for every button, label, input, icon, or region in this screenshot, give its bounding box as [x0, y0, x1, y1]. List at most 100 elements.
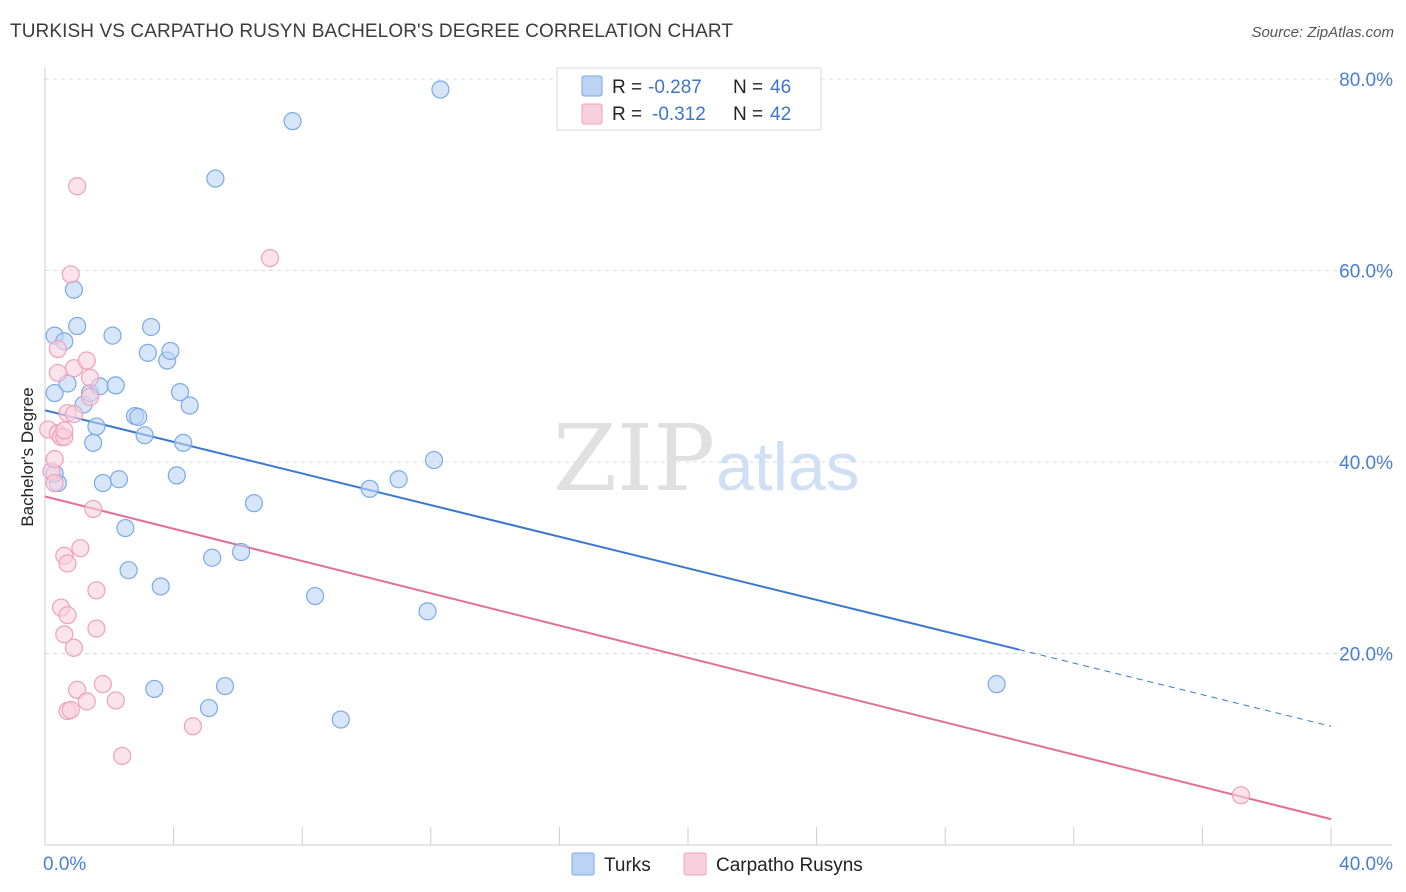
data-point [45, 450, 64, 469]
data-point [203, 548, 222, 567]
data-point [103, 326, 122, 345]
watermark: ZIP atlas [553, 405, 860, 512]
series-turks [45, 80, 1006, 729]
data-point [68, 316, 87, 336]
legend-n-value-carpatho: 42 [770, 104, 791, 125]
data-point [55, 625, 74, 644]
x-tick-labels: 0.0% 40.0% [43, 854, 1393, 875]
data-point [260, 248, 280, 268]
watermark-atlas: atlas [716, 429, 860, 505]
data-point [45, 383, 64, 403]
legend-box: R = -0.287 N = 46 R = -0.312 N = 42 [556, 67, 822, 131]
bottom-legend: Turks Carpatho Rusyns [571, 852, 863, 876]
data-point [87, 581, 106, 600]
data-point [55, 421, 74, 440]
x-tick-label: 0.0% [43, 854, 86, 875]
data-point [109, 470, 129, 489]
data-point [283, 112, 302, 131]
y-tick-label: 60.0% [1339, 262, 1393, 283]
data-point [389, 470, 408, 489]
chart-source: Source: ZipAtlas.com [1251, 24, 1394, 41]
data-point [119, 561, 138, 580]
data-point [141, 317, 161, 337]
data-point [431, 80, 450, 99]
data-point [64, 280, 84, 299]
data-point [87, 417, 106, 436]
data-point [129, 407, 148, 427]
data-point [113, 746, 132, 766]
bottom-legend-swatch-carpatho-rusyns [683, 852, 707, 876]
trend-lines [44, 409, 1332, 821]
data-point [183, 717, 202, 736]
legend-r-label-carpatho: R = [612, 104, 642, 125]
data-point [305, 586, 325, 606]
trend-line-turks [44, 409, 1020, 651]
chart-title: TURKISH VS CARPATHO RUSYN BACHELOR'S DEG… [10, 21, 734, 42]
data-point [106, 376, 125, 395]
bottom-legend-label-carpatho-rusyns: Carpatho Rusyns [716, 855, 863, 876]
data-point [331, 710, 350, 729]
data-point [424, 450, 444, 470]
grid-lines [45, 78, 1392, 654]
data-point [206, 169, 225, 188]
data-point [174, 433, 193, 452]
series-carpatho-rusyns [39, 177, 1251, 805]
data-point [58, 606, 77, 625]
data-point [106, 691, 125, 710]
data-point [68, 177, 87, 196]
data-point [418, 602, 437, 621]
data-point [135, 426, 154, 445]
bottom-legend-swatch-turks [571, 852, 595, 876]
legend-r-label-turks: R = [612, 77, 642, 98]
trend-line-extension-turks [1019, 649, 1332, 727]
data-points [39, 80, 1251, 805]
data-point [61, 700, 80, 720]
legend-n-label-turks: N = [733, 77, 763, 98]
bottom-legend-label-turks: Turks [604, 855, 651, 876]
data-point [61, 265, 80, 284]
data-point [48, 363, 67, 383]
y-tick-label: 40.0% [1339, 453, 1393, 474]
legend-r-value-turks: -0.287 [648, 77, 702, 98]
legend-r-value-carpatho: -0.312 [652, 104, 706, 125]
data-point [58, 554, 77, 573]
data-point [161, 341, 180, 361]
data-point [77, 692, 96, 711]
data-point [84, 433, 103, 452]
data-point [64, 638, 84, 657]
data-point [145, 679, 164, 699]
legend-swatch-turks [581, 75, 603, 97]
data-point [215, 676, 235, 696]
data-point [116, 518, 135, 538]
axes [44, 68, 1392, 846]
data-point [71, 539, 90, 558]
data-point [232, 542, 251, 562]
data-point [77, 351, 96, 370]
data-point [167, 466, 186, 485]
data-point [180, 396, 199, 415]
watermark-zip: ZIP [553, 405, 715, 512]
legend-n-label-carpatho: N = [733, 104, 763, 125]
data-point [244, 494, 264, 513]
legend-swatch-carpatho-rusyns [581, 103, 603, 125]
data-point [80, 387, 100, 406]
data-point [1231, 786, 1251, 805]
y-tick-label: 20.0% [1339, 645, 1393, 666]
legend-n-value-turks: 46 [770, 77, 791, 98]
data-point [84, 499, 103, 519]
data-point [93, 675, 112, 694]
y-tick-labels: 20.0% 40.0% 60.0% 80.0% [1339, 70, 1393, 666]
y-tick-label: 80.0% [1339, 70, 1393, 91]
y-axis-label: Bachelor's Degree [18, 387, 37, 526]
trend-line-carpatho-rusyns [44, 495, 1332, 821]
data-point [48, 339, 67, 359]
data-point [199, 698, 219, 718]
data-point [87, 619, 106, 638]
data-point [138, 343, 157, 362]
data-point [360, 479, 379, 498]
data-point [987, 675, 1006, 694]
data-point [93, 473, 112, 493]
data-point [170, 383, 190, 402]
data-point [151, 577, 170, 596]
